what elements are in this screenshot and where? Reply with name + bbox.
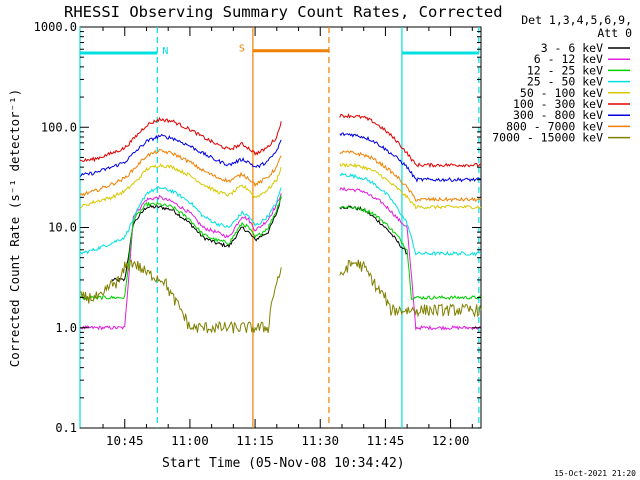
- series-5-segment-1: [339, 113, 482, 169]
- y-tick-label-3: 100.0: [41, 120, 77, 134]
- y-tick-label-2: 10.0: [48, 221, 77, 235]
- series-3-segment-1: [339, 172, 482, 257]
- series-7-segment-0: [79, 148, 282, 197]
- legend-label-7: 800 - 7000 keV: [506, 119, 603, 133]
- series-1-segment-1: [339, 186, 482, 331]
- y-axis-label: Corrected Count Rate (s⁻¹ detector⁻¹): [7, 89, 22, 367]
- interval-markers: [79, 27, 480, 428]
- legend-label-4: 50 - 100 keV: [520, 86, 603, 100]
- x-tick-label-4: 11:45: [367, 433, 405, 448]
- y-tick-label-4: 1000.0: [34, 20, 77, 34]
- legend-label-5: 100 - 300 keV: [513, 97, 603, 111]
- y-tick-label-0: 0.1: [55, 421, 77, 435]
- legend-label-6: 300 - 800 keV: [513, 108, 603, 122]
- series-4-segment-0: [79, 162, 282, 210]
- series-4-segment-1: [339, 162, 482, 210]
- series-7-segment-1: [339, 150, 481, 203]
- series-lines: [79, 113, 482, 334]
- series-8-segment-0: [79, 259, 282, 334]
- plot-timestamp: 15-Oct-2021 21:20: [554, 469, 636, 478]
- series-1-segment-0: [79, 193, 282, 331]
- plot-frame: [79, 26, 482, 429]
- saa-label: S: [239, 44, 245, 55]
- night-label: N: [162, 46, 168, 57]
- x-tick-label-0: 10:45: [106, 433, 144, 448]
- y-tick-label-1: 1.0: [55, 321, 77, 335]
- legend-label-8: 7000 - 15000 keV: [492, 131, 603, 145]
- y-axis: 0.1 1.0 10.0 100.0 1000.0: [34, 20, 481, 435]
- x-tick-label-3: 11:30: [301, 433, 339, 448]
- series-2-segment-0: [79, 195, 282, 301]
- series-2-segment-1: [339, 205, 482, 301]
- legend-label-3: 25 - 50 keV: [527, 75, 603, 89]
- legend-header-line-1: Det 1,3,4,5,6,9,: [521, 13, 632, 27]
- legend-label-0: 3 - 6 keV: [541, 41, 603, 55]
- legend-label-1: 6 - 12 keV: [534, 52, 603, 66]
- x-axis-label: Start Time (05-Nov-08 10:34:42): [162, 456, 405, 471]
- x-tick-label-2: 11:15: [236, 433, 274, 448]
- series-5-segment-0: [79, 116, 282, 163]
- x-tick-label-1: 11:00: [171, 433, 209, 448]
- series-3-segment-0: [79, 186, 282, 255]
- series-0-segment-1: [339, 205, 408, 255]
- series-8-segment-1: [339, 259, 482, 318]
- x-axis: 10:45 11:00 11:15 11:30 11:45 12:00: [102, 27, 473, 448]
- legend-header-line-2: Att 0: [597, 26, 632, 40]
- series-6-segment-1: [339, 132, 482, 183]
- series-6-segment-0: [79, 133, 282, 177]
- chart-title: RHESSI Observing Summary Count Rates, Co…: [64, 3, 503, 21]
- x-tick-label-5: 12:00: [432, 433, 470, 448]
- legend-label-2: 12 - 25 keV: [527, 63, 603, 77]
